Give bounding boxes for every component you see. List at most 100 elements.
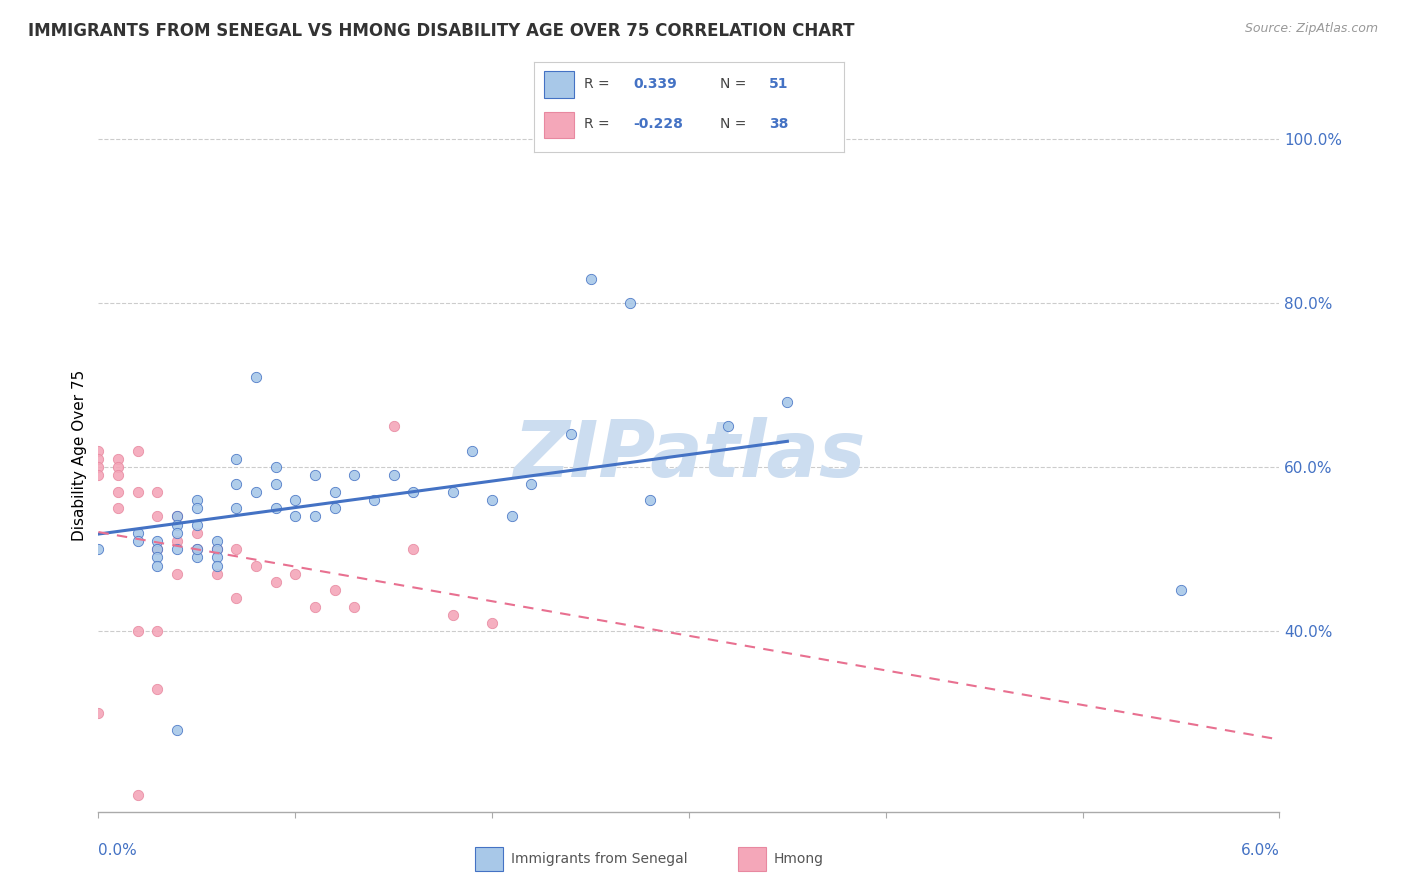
Point xyxy=(205,542,228,557)
Point xyxy=(264,460,287,475)
Bar xyxy=(475,847,503,871)
Text: -0.228: -0.228 xyxy=(633,118,683,131)
Point xyxy=(166,723,188,737)
Point xyxy=(186,517,208,532)
Point xyxy=(127,534,149,549)
Point xyxy=(402,542,425,557)
Point xyxy=(146,484,169,499)
Point xyxy=(186,525,208,540)
Point xyxy=(186,501,208,516)
Point xyxy=(205,550,228,565)
Text: 0.339: 0.339 xyxy=(633,78,678,91)
Text: R =: R = xyxy=(583,78,609,91)
Point xyxy=(638,493,661,508)
Text: Immigrants from Senegal: Immigrants from Senegal xyxy=(510,852,688,865)
Point xyxy=(166,509,188,524)
Point xyxy=(343,599,366,614)
Point xyxy=(481,616,503,631)
Point xyxy=(323,501,346,516)
Point xyxy=(225,501,247,516)
Point xyxy=(304,468,326,483)
Point xyxy=(107,460,129,475)
Point xyxy=(146,624,169,639)
Point xyxy=(205,566,228,581)
Point xyxy=(186,542,208,557)
Point xyxy=(264,476,287,491)
Point xyxy=(127,624,149,639)
Point xyxy=(166,534,188,549)
Point xyxy=(127,525,149,540)
Point xyxy=(245,558,267,573)
Point xyxy=(501,509,523,524)
Text: R =: R = xyxy=(583,118,609,131)
Point xyxy=(304,509,326,524)
Point xyxy=(186,493,208,508)
Text: ZIPatlas: ZIPatlas xyxy=(513,417,865,493)
Point xyxy=(87,452,110,467)
Point xyxy=(107,484,129,499)
Point xyxy=(264,501,287,516)
Text: 51: 51 xyxy=(769,78,789,91)
Point xyxy=(107,452,129,467)
Point xyxy=(461,443,484,458)
Point xyxy=(87,443,110,458)
Text: N =: N = xyxy=(720,78,747,91)
Point xyxy=(304,599,326,614)
Point xyxy=(107,501,129,516)
Point xyxy=(560,427,582,442)
Point xyxy=(717,419,740,434)
Point xyxy=(87,542,110,557)
Point xyxy=(382,468,405,483)
Point xyxy=(481,493,503,508)
Point xyxy=(264,575,287,590)
Point xyxy=(146,681,169,696)
Point xyxy=(225,591,247,606)
Point xyxy=(520,476,543,491)
Text: 0.0%: 0.0% xyxy=(98,843,138,858)
Text: IMMIGRANTS FROM SENEGAL VS HMONG DISABILITY AGE OVER 75 CORRELATION CHART: IMMIGRANTS FROM SENEGAL VS HMONG DISABIL… xyxy=(28,22,855,40)
Point xyxy=(146,534,169,549)
Bar xyxy=(544,71,575,98)
Point xyxy=(87,460,110,475)
Point xyxy=(107,468,129,483)
Y-axis label: Disability Age Over 75: Disability Age Over 75 xyxy=(72,369,87,541)
Text: N =: N = xyxy=(720,118,747,131)
Text: Source: ZipAtlas.com: Source: ZipAtlas.com xyxy=(1244,22,1378,36)
Bar xyxy=(738,847,766,871)
Point xyxy=(776,394,799,409)
Point xyxy=(146,509,169,524)
Point xyxy=(441,607,464,622)
Point xyxy=(186,542,208,557)
Point xyxy=(87,468,110,483)
Point xyxy=(146,542,169,557)
Text: Hmong: Hmong xyxy=(773,852,824,865)
Text: 6.0%: 6.0% xyxy=(1240,843,1279,858)
Point xyxy=(284,566,307,581)
Point xyxy=(166,509,188,524)
Point xyxy=(382,419,405,434)
Point xyxy=(363,493,385,508)
Point xyxy=(127,484,149,499)
Point xyxy=(166,542,188,557)
Point xyxy=(225,476,247,491)
Point xyxy=(402,484,425,499)
Point xyxy=(87,706,110,721)
Point xyxy=(205,542,228,557)
Point xyxy=(441,484,464,499)
Point xyxy=(186,550,208,565)
Point xyxy=(166,517,188,532)
Point xyxy=(166,525,188,540)
Point xyxy=(146,542,169,557)
Point xyxy=(225,452,247,467)
Point xyxy=(205,534,228,549)
Point xyxy=(343,468,366,483)
Point xyxy=(146,550,169,565)
Point xyxy=(245,484,267,499)
Point xyxy=(323,583,346,598)
Point xyxy=(619,296,641,310)
Point xyxy=(284,509,307,524)
Point xyxy=(127,789,149,803)
Point xyxy=(146,558,169,573)
Point xyxy=(127,443,149,458)
Point xyxy=(323,484,346,499)
